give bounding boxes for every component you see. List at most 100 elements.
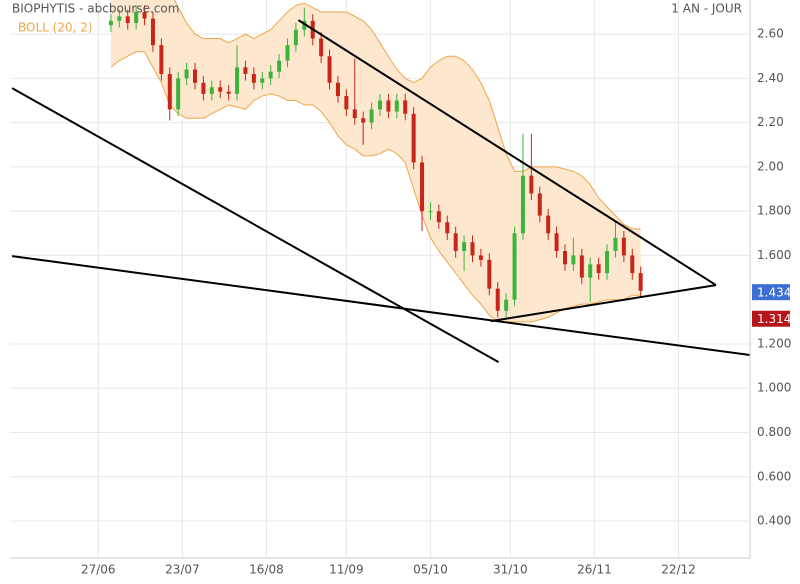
trendline [297, 19, 717, 286]
candle-body [554, 233, 559, 252]
candle-body [512, 233, 517, 300]
candle-body [251, 73, 256, 83]
candle-body [117, 16, 122, 21]
price-tag [752, 310, 790, 327]
candle-body [630, 255, 635, 274]
price-tag [752, 284, 790, 301]
candle-body [335, 82, 340, 97]
grid [10, 0, 750, 558]
candle-body [243, 67, 248, 74]
candle-body [344, 96, 349, 110]
candle-body [184, 69, 189, 79]
candle-body [529, 175, 534, 194]
x-tick-label: 22/12 [661, 563, 696, 577]
x-tick-label: 11/09 [329, 563, 364, 577]
candle-body [352, 109, 357, 119]
bollinger-band [110, 0, 641, 322]
legend-label: BOLL (20, 2) [18, 21, 93, 35]
candle-body [218, 87, 223, 92]
y-tick-label: 1.800 [757, 204, 791, 218]
candle-body [108, 20, 113, 26]
candle-body [378, 100, 382, 110]
trendline [11, 255, 750, 357]
candle-body [563, 251, 567, 265]
candle-body [159, 45, 164, 74]
candle-body [462, 242, 467, 252]
x-tick-label: 05/10 [413, 563, 448, 577]
y-tick-label: 0.800 [757, 425, 791, 439]
candle-body [209, 87, 214, 94]
candle-body [470, 242, 475, 256]
candle-body [504, 299, 509, 311]
candle-body [201, 82, 206, 94]
candle-body [453, 233, 458, 252]
candle-body [520, 175, 525, 234]
candle-body [361, 118, 366, 123]
candle-body [134, 11, 139, 24]
candle-body [487, 259, 492, 289]
x-tick-label: 27/06 [81, 563, 116, 577]
bollinger-lower [110, 51, 641, 323]
chart-title: BIOPHYTIS - abcbourse.com [12, 2, 179, 16]
trendline [11, 87, 500, 363]
candle-body [411, 113, 416, 163]
candle-body [386, 100, 391, 112]
y-tick-label: 2.40 [757, 71, 784, 85]
x-tick-label: 31/10 [493, 563, 528, 577]
axes: 2.60 2.40 2.20 2.00 1.800 1.600 1.200 1.000 0.80… [10, 0, 791, 577]
candle-body [150, 18, 155, 46]
y-tick-label: 1.200 [757, 336, 791, 350]
candle-body [621, 237, 626, 256]
candle-body [571, 255, 576, 265]
candle-body [403, 100, 408, 114]
candle-body [546, 215, 551, 234]
candle-body [260, 78, 265, 83]
x-tick-label: 16/08 [249, 563, 284, 577]
y-tick-label: 1.000 [757, 381, 791, 395]
candle-body [605, 251, 610, 274]
y-tick-label: 0.600 [757, 469, 791, 483]
plot-area [11, 0, 750, 363]
y-tick-label: 1.600 [757, 248, 791, 262]
candle-body [176, 78, 181, 110]
candle-body [226, 91, 231, 94]
candle-body [193, 69, 197, 83]
candle-body [638, 273, 643, 291]
candle-body [537, 193, 542, 216]
candle-body [268, 71, 273, 79]
candle-body [428, 211, 433, 213]
candle-body [142, 11, 147, 19]
y-tick-label: 0.400 [757, 514, 791, 528]
candle-body [579, 255, 584, 278]
candle-body [293, 29, 298, 46]
candle-body [327, 56, 332, 83]
candle-body [588, 264, 593, 278]
candle-body [394, 100, 399, 112]
candle-body [369, 109, 374, 123]
candle-body [420, 162, 425, 212]
candle-body [125, 16, 130, 24]
x-tick-label: 26/11 [577, 563, 612, 577]
candle-body [302, 20, 307, 30]
trendline [490, 284, 717, 323]
price-tag-label: 1.314 [757, 312, 791, 326]
x-tick-label: 23/07 [165, 563, 200, 577]
candle-body [235, 67, 240, 94]
candle-body [596, 264, 601, 274]
candle-body [277, 60, 282, 72]
candle-body [613, 237, 618, 252]
period-label: 1 AN - JOUR [671, 2, 742, 16]
candle-body [495, 288, 500, 311]
y-tick-label: 2.20 [757, 115, 784, 129]
candle-body [285, 45, 290, 61]
price-tag-label: 1.434 [757, 286, 791, 300]
candle-body [436, 211, 441, 223]
candle-body [319, 38, 324, 57]
candle-body [167, 73, 172, 110]
y-tick-label: 2.60 [757, 27, 784, 41]
candle-body [478, 255, 483, 260]
y-tick-label: 2.00 [757, 159, 784, 173]
candle-body [445, 222, 450, 234]
bollinger-upper [174, 0, 641, 230]
